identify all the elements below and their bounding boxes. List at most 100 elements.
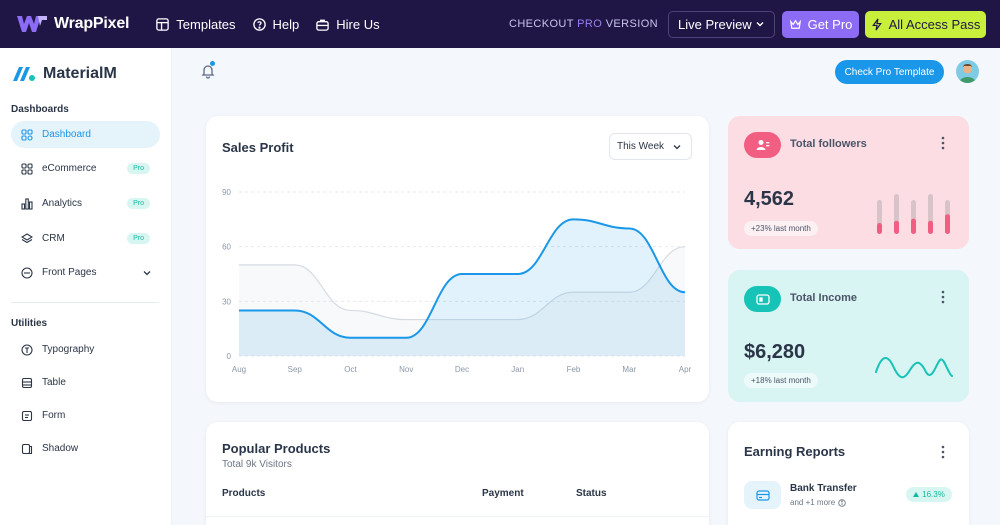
sidebar-item-analytics[interactable]: Analytics Pro xyxy=(11,190,160,217)
info-icon[interactable] xyxy=(838,498,846,507)
notification-dot xyxy=(210,61,215,66)
more-vertical-icon[interactable] xyxy=(941,290,945,304)
sidebar-item-shadow[interactable]: Shadow xyxy=(11,435,160,462)
income-sparkline xyxy=(875,357,953,379)
checkout-prefix: CHECKOUT xyxy=(508,18,574,30)
followers-bar xyxy=(911,218,916,234)
column-header-products: Products xyxy=(222,488,266,499)
followers-value: 4,562 xyxy=(744,188,795,210)
top-bar: WrapPixel Templates Help Hire Us CHECKOU… xyxy=(0,0,1000,48)
get-pro-button[interactable]: Get Pro xyxy=(782,10,859,38)
followers-bar-chart xyxy=(877,194,950,234)
sidebar: MaterialM Dashboards Dashboard eCommerce… xyxy=(0,48,172,525)
total-income-card: Total Income $6,280 +18% last month xyxy=(728,270,969,402)
income-value: $6,280 xyxy=(744,341,806,363)
sidebar-item-dashboard[interactable]: Dashboard xyxy=(11,121,160,148)
globe-icon xyxy=(21,266,33,279)
sidebar-divider xyxy=(11,302,159,303)
section-utilities: Utilities xyxy=(11,318,48,329)
checkout-pro-text[interactable]: CHECKOUT PRO VERSION xyxy=(509,18,658,30)
x-tick-label: Sep xyxy=(288,365,303,374)
credit-card-icon xyxy=(755,489,770,501)
bank-transfer-sub-text: and +1 more xyxy=(790,498,836,507)
y-tick-label: 30 xyxy=(222,297,231,306)
checkout-pro: PRO xyxy=(577,18,603,30)
nav-help[interactable]: Help xyxy=(252,16,300,32)
pro-badge: Pro xyxy=(127,233,150,244)
all-access-pass-button[interactable]: All Access Pass xyxy=(865,10,986,38)
more-vertical-icon[interactable] xyxy=(941,136,945,150)
layout-icon xyxy=(156,17,170,31)
sidebar-item-label: Front Pages xyxy=(42,267,97,278)
sidebar-item-table[interactable]: Table xyxy=(11,369,160,396)
data-point xyxy=(572,218,574,220)
popular-products-card: Popular Products Total 9k Visitors Produ… xyxy=(206,422,709,525)
wrappixel-logo[interactable]: WrapPixel xyxy=(16,15,129,33)
users-icon xyxy=(756,140,769,150)
sidebar-item-form[interactable]: Form xyxy=(11,402,160,429)
check-pro-template-button[interactable]: Check Pro Template xyxy=(835,60,944,84)
nav-templates-label: Templates xyxy=(176,16,236,32)
sidebar-item-label: Typography xyxy=(42,344,95,355)
top-bar-actions: CHECKOUT PRO VERSION Live Preview Get Pr… xyxy=(509,10,986,38)
followers-bar xyxy=(877,223,882,234)
sales-profit-chart: 0 30 60 90 Aug Sep Oct Nov Dec Jan Feb Mar Apr xyxy=(222,188,691,374)
materialm-logo[interactable]: MaterialM xyxy=(12,64,171,84)
more-vertical-icon[interactable] xyxy=(941,445,945,459)
income-sparkline-path xyxy=(875,357,953,379)
income-label: Total Income xyxy=(790,292,858,304)
wrappixel-logo-icon xyxy=(17,16,47,32)
nav-templates[interactable]: Templates xyxy=(155,16,236,32)
top-nav: Templates Help Hire Us xyxy=(155,16,380,32)
avatar[interactable] xyxy=(956,60,979,83)
y-tick-label: 60 xyxy=(222,243,231,252)
earning-reports-title: Earning Reports xyxy=(744,444,846,459)
bank-transfer-name: Bank Transfer xyxy=(790,483,857,494)
nav-hire-us-label: Hire Us xyxy=(336,16,380,32)
bank-transfer-percent: 16.3% xyxy=(922,490,945,499)
period-select-value: This Week xyxy=(617,141,665,152)
income-icon-badge xyxy=(744,286,781,312)
sidebar-item-label: Analytics xyxy=(42,198,83,209)
data-point xyxy=(405,337,407,339)
sidebar-item-ecommerce[interactable]: eCommerce Pro xyxy=(11,155,160,182)
layers-icon xyxy=(21,232,33,243)
x-tick-label: Dec xyxy=(455,365,469,374)
followers-change: +23% last month xyxy=(744,221,818,236)
materialm-logo-icon xyxy=(13,67,35,81)
data-point xyxy=(684,291,686,293)
period-select[interactable]: This Week xyxy=(609,133,692,160)
popular-products-title: Popular Products xyxy=(222,441,331,456)
data-point xyxy=(238,264,240,266)
x-tick-label: Feb xyxy=(567,365,581,374)
live-preview-dropdown[interactable]: Live Preview xyxy=(668,10,775,38)
nav-hire-us[interactable]: Hire Us xyxy=(315,16,380,32)
sidebar-item-label: Form xyxy=(42,410,66,421)
user-avatar-icon xyxy=(959,64,976,83)
crown-icon xyxy=(789,19,801,29)
chevron-down-icon xyxy=(673,144,681,149)
sidebar-item-crm[interactable]: CRM Pro xyxy=(11,225,160,252)
sidebar-item-label: Dashboard xyxy=(42,129,91,140)
form-icon xyxy=(21,410,33,421)
nav-help-label: Help xyxy=(272,16,300,32)
chart-bar-icon xyxy=(21,197,33,210)
bolt-icon xyxy=(871,18,882,30)
caret-up-icon xyxy=(913,492,920,497)
y-tick-label: 90 xyxy=(222,188,231,197)
series-line-profit xyxy=(239,218,686,339)
bell-icon[interactable] xyxy=(200,63,216,79)
sidebar-item-typography[interactable]: Typography xyxy=(11,336,160,363)
sales-profit-card: Sales Profit This Week 0 30 60 90 Aug Sep Oct N… xyxy=(206,116,709,402)
earning-reports-card: Earning Reports Bank Transfer and +1 mor… xyxy=(728,422,969,525)
data-point xyxy=(349,337,351,339)
sidebar-item-front-pages[interactable]: Front Pages xyxy=(11,259,160,286)
followers-label: Total followers xyxy=(790,138,867,150)
followers-icon-badge xyxy=(744,132,781,158)
data-point xyxy=(628,227,630,229)
series-area-profit xyxy=(239,219,685,356)
x-tick-label: Jan xyxy=(511,365,524,374)
followers-bar xyxy=(945,214,950,234)
sidebar-item-label: Table xyxy=(42,377,66,388)
x-tick-label: Mar xyxy=(622,365,636,374)
